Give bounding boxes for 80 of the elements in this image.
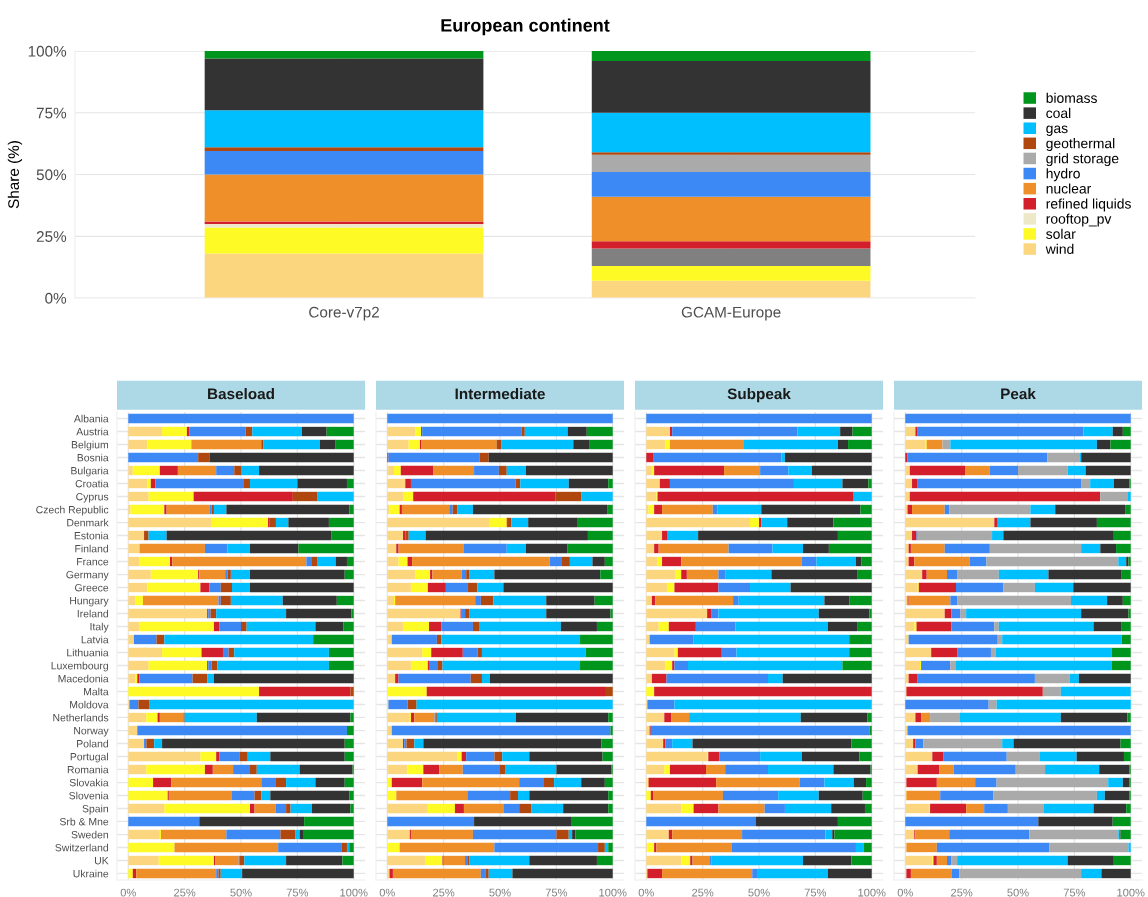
y-tick-label: Moldova [70,700,109,709]
x-tick-label: 100% [340,888,368,897]
x-tick-label: 100% [599,888,627,897]
legend-label: gas [1046,125,1068,136]
legend-label: wind [1045,243,1074,254]
x-tick-label: 50% [1007,888,1029,897]
x-tick-label: 75% [545,888,568,897]
y-tick-label: Romania [67,765,109,774]
y-axis-title: Share (%) [7,141,23,209]
y-tick-label: Luxembourg [51,661,108,672]
y-tick-label: UK [95,857,109,865]
y-tick-label: Norway [74,727,109,737]
y-tick-label: Bulgaria [71,466,109,477]
y-tick-label: Sweden [71,830,108,839]
y-tick-label: Finland [75,544,108,553]
y-tick-label: Hungary [70,597,109,607]
y-tick-label: Czech Republic [36,505,109,516]
y-tick-label: Belgium [71,440,108,451]
y-tick-label: 0% [45,292,67,304]
chart-title: Baseload [208,388,274,400]
x-tick-label: 50% [748,888,770,897]
x-tick-label: 0% [120,888,136,897]
y-tick-label: Albania [73,414,109,423]
legend-label: rooftop_pv [1046,213,1112,227]
legend-label: biomass [1046,92,1097,103]
legend-label: solar [1046,228,1076,239]
x-tick-label: 50% [489,888,511,897]
y-tick-label: Germany [66,571,109,581]
x-tick-label: 25% [433,888,455,897]
y-tick-label: Poland [77,739,108,748]
legend-label: nuclear [1046,183,1092,194]
y-tick-label: Srb & Mne [59,817,109,826]
x-tick-label: 100% [858,888,886,897]
y-tick-label: Ireland [77,609,108,618]
y-tick-label: Slovakia [69,778,109,787]
x-tick-label: 25% [174,888,196,897]
y-tick-label: Bosnia [77,453,109,462]
legend-label: hydro [1046,168,1080,182]
y-tick-label: Malta [84,687,109,696]
y-tick-label: France [77,558,109,566]
x-tick-label: 0% [897,888,913,897]
y-tick-label: Ukraine [73,869,109,878]
y-tick-label: 100% [28,45,67,57]
y-tick-label: Macedonia [58,674,109,683]
x-tick-label: GCAM-Europe [681,306,781,321]
chart-title: Intermediate [455,388,545,400]
y-tick-label: Italy [90,622,109,633]
y-tick-label: 25% [36,231,67,242]
y-tick-label: Cyprus [76,493,109,503]
x-tick-label: 75% [286,888,309,897]
legend-label: refined liquids [1046,198,1131,212]
y-tick-label: Latvia [81,635,109,644]
legend-label: grid storage [1046,153,1119,167]
x-tick-label: 25% [951,888,973,897]
y-tick-label: Slovenia [69,791,109,800]
chart-title: Peak [1001,388,1036,400]
x-tick-label: 0% [638,888,654,897]
y-tick-label: Croatia [75,479,109,488]
x-tick-label: 75% [804,888,827,897]
x-tick-label: 100% [1117,888,1145,897]
y-tick-label: Spain [82,804,108,815]
y-tick-label: Lithuania [67,648,109,657]
y-tick-label: Portugal [70,752,108,763]
y-tick-label: Netherlands [53,713,109,722]
x-tick-label: Core-v7p2 [309,306,379,321]
legend-label: geothermal [1046,138,1115,152]
x-tick-label: 25% [692,888,714,897]
chart-title: Subpeak [727,388,791,403]
x-tick-label: 0% [379,888,395,897]
y-tick-label: 50% [36,169,67,181]
y-tick-label: Switzerland [55,843,108,852]
y-tick-label: 75% [36,107,67,119]
y-tick-label: Denmark [67,518,109,527]
x-tick-label: 75% [1063,888,1086,897]
y-tick-label: Greece [75,584,109,592]
y-tick-label: Estonia [74,531,109,540]
y-tick-label: Austria [76,427,109,436]
x-tick-label: 50% [230,888,252,897]
legend-label: coal [1046,107,1071,119]
chart-title: European continent [441,18,610,36]
